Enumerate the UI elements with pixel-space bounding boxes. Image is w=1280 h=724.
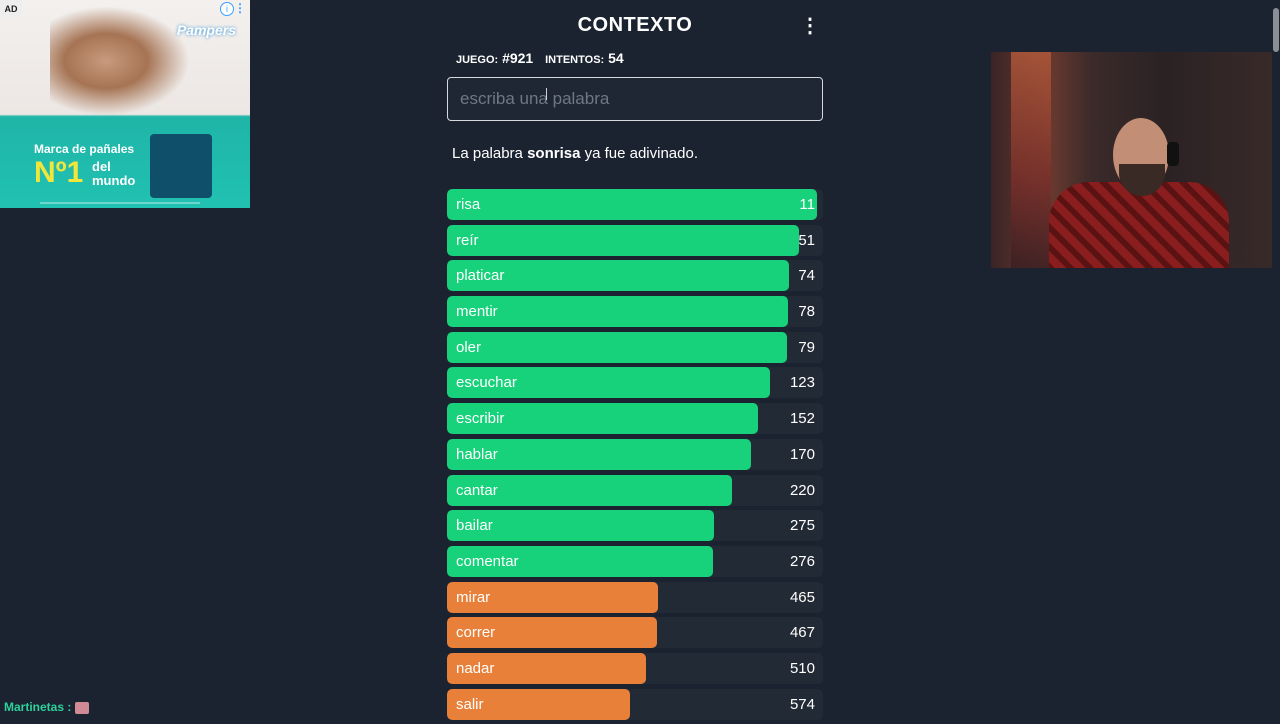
attempts-count: 54 xyxy=(608,50,624,66)
guess-word: reír xyxy=(456,231,479,249)
ad-brand-logo: Pampers xyxy=(176,22,236,38)
guess-row: escuchar 123 xyxy=(447,367,823,399)
guess-rank: 510 xyxy=(789,659,815,677)
guess-rank: 276 xyxy=(789,552,815,570)
guess-row: hablar 170 xyxy=(447,438,823,470)
guess-word: correr xyxy=(456,624,496,642)
guess-word: nadar xyxy=(456,659,495,677)
guess-rank: 465 xyxy=(789,588,815,606)
proximity-bar xyxy=(447,438,751,470)
guess-rank: 11 xyxy=(799,196,815,213)
message-suffix: ya fue adivinado. xyxy=(580,145,699,162)
proximity-bar xyxy=(447,296,789,328)
guess-message: La palabra sonrisa ya fue adivinado. xyxy=(452,145,698,162)
guess-row: cantar 220 xyxy=(447,474,823,506)
guess-row: risa 11 xyxy=(447,189,823,220)
chat-message: Martinetas : xyxy=(4,700,90,714)
word-input[interactable] xyxy=(447,77,823,121)
guess-rank: 74 xyxy=(798,267,815,285)
guess-row: comentar 276 xyxy=(447,545,823,577)
guess-row: platicar 74 xyxy=(447,260,823,292)
proximity-bar xyxy=(447,581,658,613)
proximity-bar xyxy=(447,688,631,720)
ad-product-image xyxy=(150,134,212,198)
proximity-bar xyxy=(447,224,799,256)
scrollbar[interactable] xyxy=(1272,0,1280,720)
guess-word: oler xyxy=(456,338,482,356)
page-title: CONTEXTO xyxy=(577,14,693,36)
guess-word: salir xyxy=(456,695,484,713)
guess-rank: 220 xyxy=(789,481,815,499)
ad-badge: AD xyxy=(0,0,22,18)
game-stats: JUEGO: #921 INTENTOS: 54 xyxy=(456,50,632,66)
proximity-bar xyxy=(447,367,770,399)
emote-icon xyxy=(75,701,90,714)
guess-word: mentir xyxy=(456,303,498,321)
proximity-bar xyxy=(447,189,818,220)
guess-rank: 275 xyxy=(789,517,815,535)
guess-rank: 51 xyxy=(798,231,815,249)
game-label: JUEGO: xyxy=(456,54,499,66)
chat-username: Martinetas : xyxy=(4,700,72,714)
proximity-bar xyxy=(447,403,758,435)
game-number: #921 xyxy=(502,50,534,66)
guess-row: bailar 275 xyxy=(447,510,823,542)
scrollbar-thumb[interactable] xyxy=(1273,8,1279,52)
webcam-person-body xyxy=(1049,182,1229,268)
guess-word: escuchar xyxy=(456,374,517,392)
proximity-bar xyxy=(447,331,788,363)
guess-rank: 123 xyxy=(789,374,815,392)
guess-rank: 467 xyxy=(789,624,815,642)
guess-rank: 79 xyxy=(798,338,815,356)
webcam-background-light xyxy=(1011,52,1051,268)
guess-rank: 78 xyxy=(798,303,815,321)
guess-rank: 152 xyxy=(789,410,815,428)
message-prefix: La palabra xyxy=(452,145,528,162)
attempts-label: INTENTOS: xyxy=(545,54,605,66)
guess-word: hablar xyxy=(456,445,498,463)
ad-rank: Nº1 xyxy=(34,156,84,189)
ad-rank-sub: del mundo xyxy=(92,159,136,188)
webcam-overlay xyxy=(991,52,1280,268)
guess-rank: 170 xyxy=(789,445,815,463)
guess-row: correr 467 xyxy=(447,617,823,649)
guess-list: risa 11 reír 51 platicar 74 mentir 78 oler 79 escu… xyxy=(447,189,823,724)
ad-photo xyxy=(50,6,190,116)
more-options-icon[interactable]: ⋮ xyxy=(800,15,820,37)
proximity-bar xyxy=(447,617,657,649)
proximity-bar xyxy=(447,652,647,684)
webcam-headset xyxy=(1167,142,1179,166)
proximity-bar xyxy=(447,510,714,542)
text-cursor xyxy=(546,88,547,100)
guess-rank: 574 xyxy=(789,695,815,713)
advertisement-banner[interactable]: AD i ⋮ Pampers Marca de pañales Nº1 del … xyxy=(0,0,250,208)
ad-headline: Marca de pañales xyxy=(34,142,135,156)
guess-word: bailar xyxy=(456,517,493,535)
guess-row: escribir 152 xyxy=(447,403,823,435)
ad-more-icon[interactable]: ⋮ xyxy=(234,1,246,15)
proximity-bar xyxy=(447,545,714,577)
guess-word: platicar xyxy=(456,267,505,285)
guess-row: salir 574 xyxy=(447,688,823,720)
proximity-bar xyxy=(447,260,790,292)
guess-row: mirar 465 xyxy=(447,581,823,613)
guess-word: comentar xyxy=(456,552,519,570)
guess-row: mentir 78 xyxy=(447,296,823,328)
guess-word: escribir xyxy=(456,410,505,428)
guess-row: reír 51 xyxy=(447,224,823,256)
guess-word: risa xyxy=(456,196,481,213)
proximity-bar xyxy=(447,474,732,506)
guess-row: nadar 510 xyxy=(447,652,823,684)
guess-word: mirar xyxy=(456,588,491,606)
message-word: sonrisa xyxy=(527,145,581,162)
ad-info-icon[interactable]: i xyxy=(220,2,234,16)
ad-fine-print xyxy=(40,202,200,204)
guess-word: cantar xyxy=(456,481,498,499)
guess-row: oler 79 xyxy=(447,331,823,363)
